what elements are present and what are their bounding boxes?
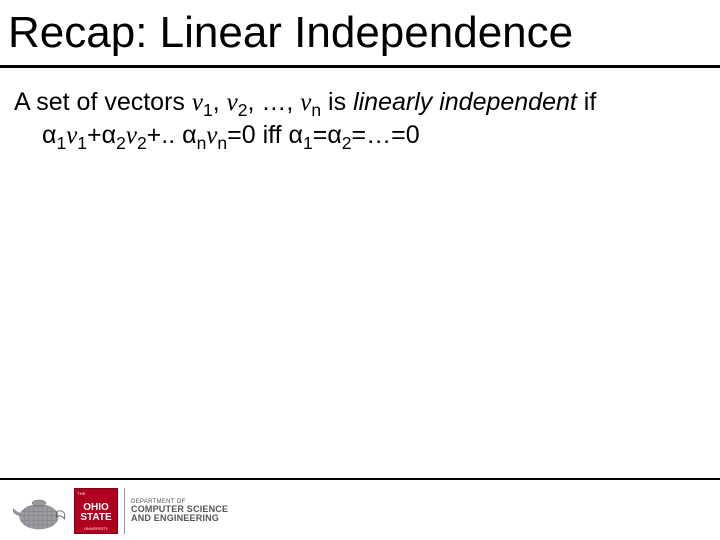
sub-a1: 1	[56, 133, 66, 153]
var-vnb: v	[206, 122, 217, 149]
sep-2: ,	[247, 88, 261, 116]
var-v1b: v	[66, 122, 77, 149]
slide-body: A set of vectors v1, v2, …, vn is linear…	[0, 68, 720, 154]
osu-university: UNIVERSITY	[84, 526, 108, 531]
alpha-1r: α	[289, 121, 303, 149]
eq-ellipsis-eq0: =…=0	[352, 121, 420, 149]
sep-3: ,	[286, 88, 300, 116]
plus-dots: +..	[147, 121, 182, 149]
sub-2a: 2	[238, 100, 248, 120]
slide-title: Recap: Linear Independence	[0, 0, 720, 68]
sub-a1r: 1	[303, 133, 313, 153]
sub-v1b: 1	[77, 133, 87, 153]
teapot-icon	[10, 488, 68, 534]
sub-na: n	[311, 100, 321, 120]
alpha-2: α	[102, 121, 116, 149]
sub-1a: 1	[203, 100, 213, 120]
sub-an: n	[197, 133, 207, 153]
body-line-2: α1v1+α2v2+.. αnvn=0 iff α1=α2=…=0	[14, 119, 700, 153]
plus-1: +	[87, 121, 102, 149]
osu-state-text: STATE	[80, 513, 111, 523]
slide: Recap: Linear Independence A set of vect…	[0, 0, 720, 540]
sub-a2r: 2	[342, 133, 352, 153]
text-if: if	[577, 88, 596, 116]
alpha-2r: α	[327, 121, 341, 149]
text-linearly-independent: linearly independent	[353, 88, 577, 116]
sub-a2: 2	[116, 133, 126, 153]
footer-logos: THE OHIO STATE UNIVERSITY DEPARTMENT OF …	[10, 488, 228, 534]
osu-the: THE	[77, 491, 86, 496]
department-label: DEPARTMENT OF COMPUTER SCIENCE AND ENGIN…	[124, 488, 228, 534]
footer-rule	[0, 478, 720, 480]
var-v2: v	[227, 89, 238, 116]
var-v1: v	[192, 89, 203, 116]
sep-1: ,	[213, 88, 227, 116]
var-vn: v	[300, 89, 311, 116]
text-is: is	[321, 88, 353, 116]
body-line-1: A set of vectors v1, v2, …, vn is linear…	[14, 86, 700, 120]
alpha-n: α	[182, 121, 196, 149]
eq-1: =	[313, 121, 328, 149]
eq0-iff: =0 iff	[227, 121, 288, 149]
alpha-1: α	[42, 121, 56, 149]
osu-logo: THE OHIO STATE UNIVERSITY	[74, 488, 118, 534]
osu-ohio: OHIO STATE	[80, 503, 111, 523]
ellipsis-1: …	[261, 88, 286, 116]
dept-line2: AND ENGINEERING	[131, 514, 228, 523]
var-v2b: v	[126, 122, 137, 149]
text-intro: A set of vectors	[14, 88, 192, 116]
sub-vnb: n	[217, 133, 227, 153]
sub-v2b: 2	[137, 133, 147, 153]
